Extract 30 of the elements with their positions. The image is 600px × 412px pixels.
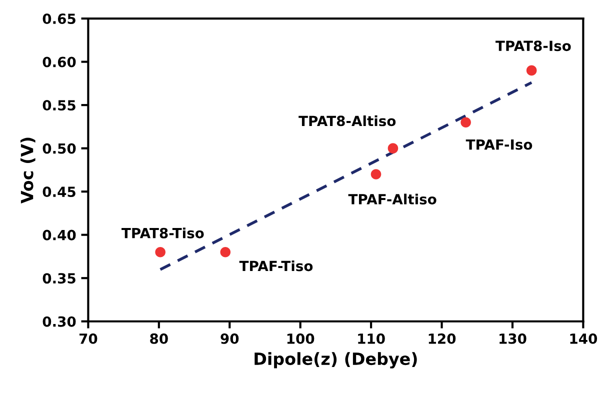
y-tick-label: 0.55	[42, 100, 76, 111]
point	[526, 65, 537, 76]
x-tick-label: 110	[358, 333, 385, 344]
x-tick-label: 130	[500, 333, 526, 344]
annotation: TPAT8-Tiso	[122, 228, 204, 238]
point	[220, 246, 231, 258]
point	[388, 143, 398, 154]
annotation: TPAF-Altiso	[348, 194, 436, 204]
annotation: TPAF-Iso	[466, 139, 532, 150]
y-axis-title: Voc (V)	[20, 138, 36, 204]
point	[460, 117, 471, 128]
y-tick-label: 0.65	[42, 14, 76, 24]
x-tick-label: 90	[220, 333, 239, 344]
y-tick-label: 0.45	[42, 186, 76, 198]
y-tick-label: 0.60	[42, 56, 76, 68]
x-tick-label: 70	[79, 333, 98, 344]
point	[370, 169, 382, 180]
annotation: TPAT8-Altiso	[298, 115, 396, 126]
y-tick-label: 0.40	[42, 230, 76, 240]
x-tick-label: 100	[287, 333, 314, 344]
x-axis-title: Dipole(z) (Debye)	[254, 352, 417, 368]
y-tick-label: 0.30	[42, 316, 76, 327]
y-tick-label: 0.50	[42, 143, 76, 154]
y-tick-label: 0.35	[42, 273, 76, 284]
x-tick-label: 80	[150, 333, 168, 344]
x-tick-label: 120	[428, 333, 456, 344]
annotation: TPAT8-Iso	[496, 40, 571, 52]
x-tick-label: 140	[570, 333, 598, 344]
point	[155, 246, 166, 258]
annotation: TPAF-Tiso	[239, 260, 313, 272]
